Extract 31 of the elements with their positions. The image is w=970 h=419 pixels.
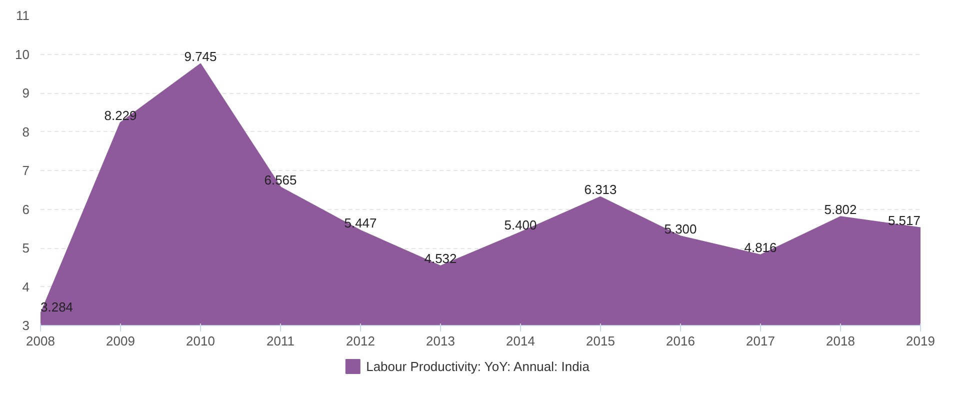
y-tick-label: 5 <box>22 240 30 256</box>
y-tick-label: 6 <box>22 202 30 217</box>
x-tick-label: 2017 <box>746 334 775 348</box>
x-tick-label: 2008 <box>26 334 55 348</box>
data-label: 5.400 <box>504 218 537 232</box>
y-tick-label: 4 <box>22 279 30 294</box>
x-tick-label: 2012 <box>346 334 375 348</box>
y-tick-label: 8 <box>22 124 30 140</box>
x-tick-label: 2010 <box>186 334 215 348</box>
data-label: 5.802 <box>824 202 857 217</box>
y-tick-label: 10 <box>15 46 30 62</box>
x-tick-label: 2009 <box>106 334 135 348</box>
x-tick-label: 2011 <box>266 334 294 348</box>
data-label: 5.517 <box>888 212 921 228</box>
x-tick-label: 2013 <box>426 334 455 348</box>
y-tick-label: 11 <box>16 8 30 23</box>
data-label: 5.447 <box>344 216 377 231</box>
x-tick-label: 2018 <box>826 334 855 348</box>
x-tick-label: 2019 <box>906 334 935 348</box>
y-tick-label: 3 <box>22 318 30 333</box>
data-label: 4.532 <box>424 251 457 266</box>
legend-label: Labour Productivity: YoY: Annual: India <box>366 359 590 374</box>
x-tick-label: 2015 <box>586 334 615 348</box>
data-label: 6.313 <box>584 182 617 198</box>
data-label: 5.300 <box>664 221 697 236</box>
data-label: 9.745 <box>184 49 217 64</box>
data-label: 4.816 <box>744 240 777 256</box>
x-tick-label: 2014 <box>506 334 535 348</box>
y-tick-label: 7 <box>22 163 30 178</box>
y-tick-label: 9 <box>22 86 30 100</box>
x-tick-label: 2016 <box>666 334 695 348</box>
